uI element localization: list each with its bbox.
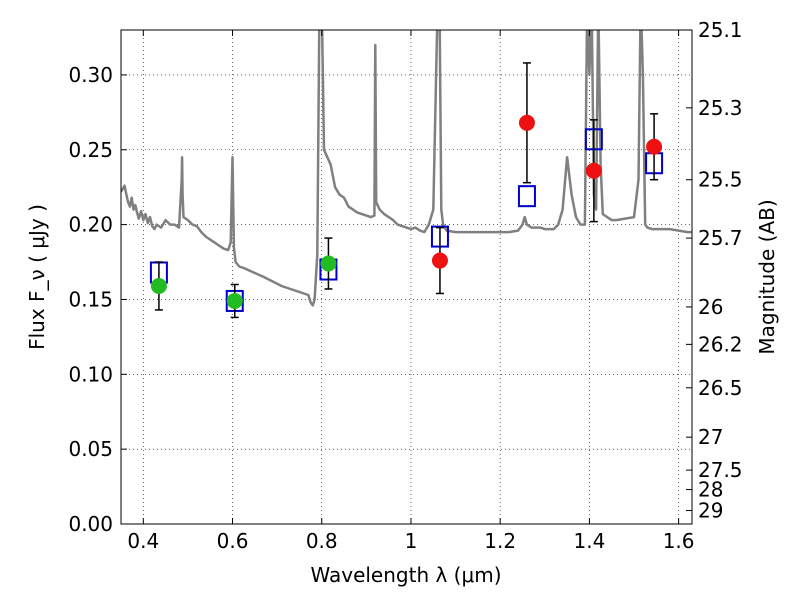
model-photometry-square	[517, 185, 536, 208]
x-tick-label: 1.2	[484, 529, 516, 553]
y-tick-label: 0.30	[68, 63, 113, 87]
observed-point	[585, 162, 602, 179]
y-right-tick-label: 26.2	[698, 332, 743, 356]
observed-point	[646, 138, 663, 155]
y-right-tick-label: 25.7	[698, 226, 743, 250]
observed-point	[320, 255, 337, 272]
observed-point	[150, 277, 167, 294]
y-tick-label: 0.10	[68, 362, 113, 386]
plot-frame	[120, 29, 693, 525]
y-tick-label: 0.05	[68, 437, 113, 461]
y-right-tick-label: 27	[698, 425, 723, 449]
y-axis-label: Flux F_ν ( μJy )	[25, 204, 49, 350]
y-tick-label: 0.00	[68, 512, 113, 536]
y-right-tick-label: 26.5	[698, 376, 743, 400]
markers-layer	[149, 62, 664, 319]
observed-point	[518, 114, 535, 131]
observed-point	[226, 292, 243, 309]
x-tick-label: 1.6	[663, 529, 695, 553]
observed-point	[431, 252, 448, 269]
y-axis-right-label: Magnitude (AB)	[755, 199, 779, 354]
spectrum-line	[121, 30, 692, 307]
x-tick-label: 0.6	[217, 529, 249, 553]
y-right-tick-label: 26	[698, 295, 723, 319]
x-tick-label: 0.4	[127, 529, 159, 553]
x-axis-label: Wavelength λ (μm)	[310, 563, 501, 587]
y-right-tick-label: 29	[698, 499, 723, 523]
y-tick-label: 0.20	[68, 213, 113, 237]
x-tick-label: 0.8	[306, 529, 338, 553]
y-tick-label: 0.15	[68, 287, 113, 311]
y-right-tick-label: 27.5	[698, 458, 743, 482]
y-right-tick-label: 25.5	[698, 168, 743, 192]
x-tick-label: 1.4	[573, 529, 605, 553]
y-right-tick-label: 25.3	[698, 96, 743, 120]
y-right-tick-label: 25.1	[698, 18, 743, 42]
axis-ticks: 0.4 0.6 0.8 1 1.2 1.4 1.6 0.00 0.05 0.10 0.15 0.20 0…	[68, 18, 742, 553]
x-tick-label: 1	[405, 529, 418, 553]
y-tick-label: 0.25	[68, 138, 113, 162]
spectrum-layer	[121, 30, 692, 307]
y-right-tick-label: 28	[698, 478, 723, 502]
gridlines	[121, 30, 692, 524]
